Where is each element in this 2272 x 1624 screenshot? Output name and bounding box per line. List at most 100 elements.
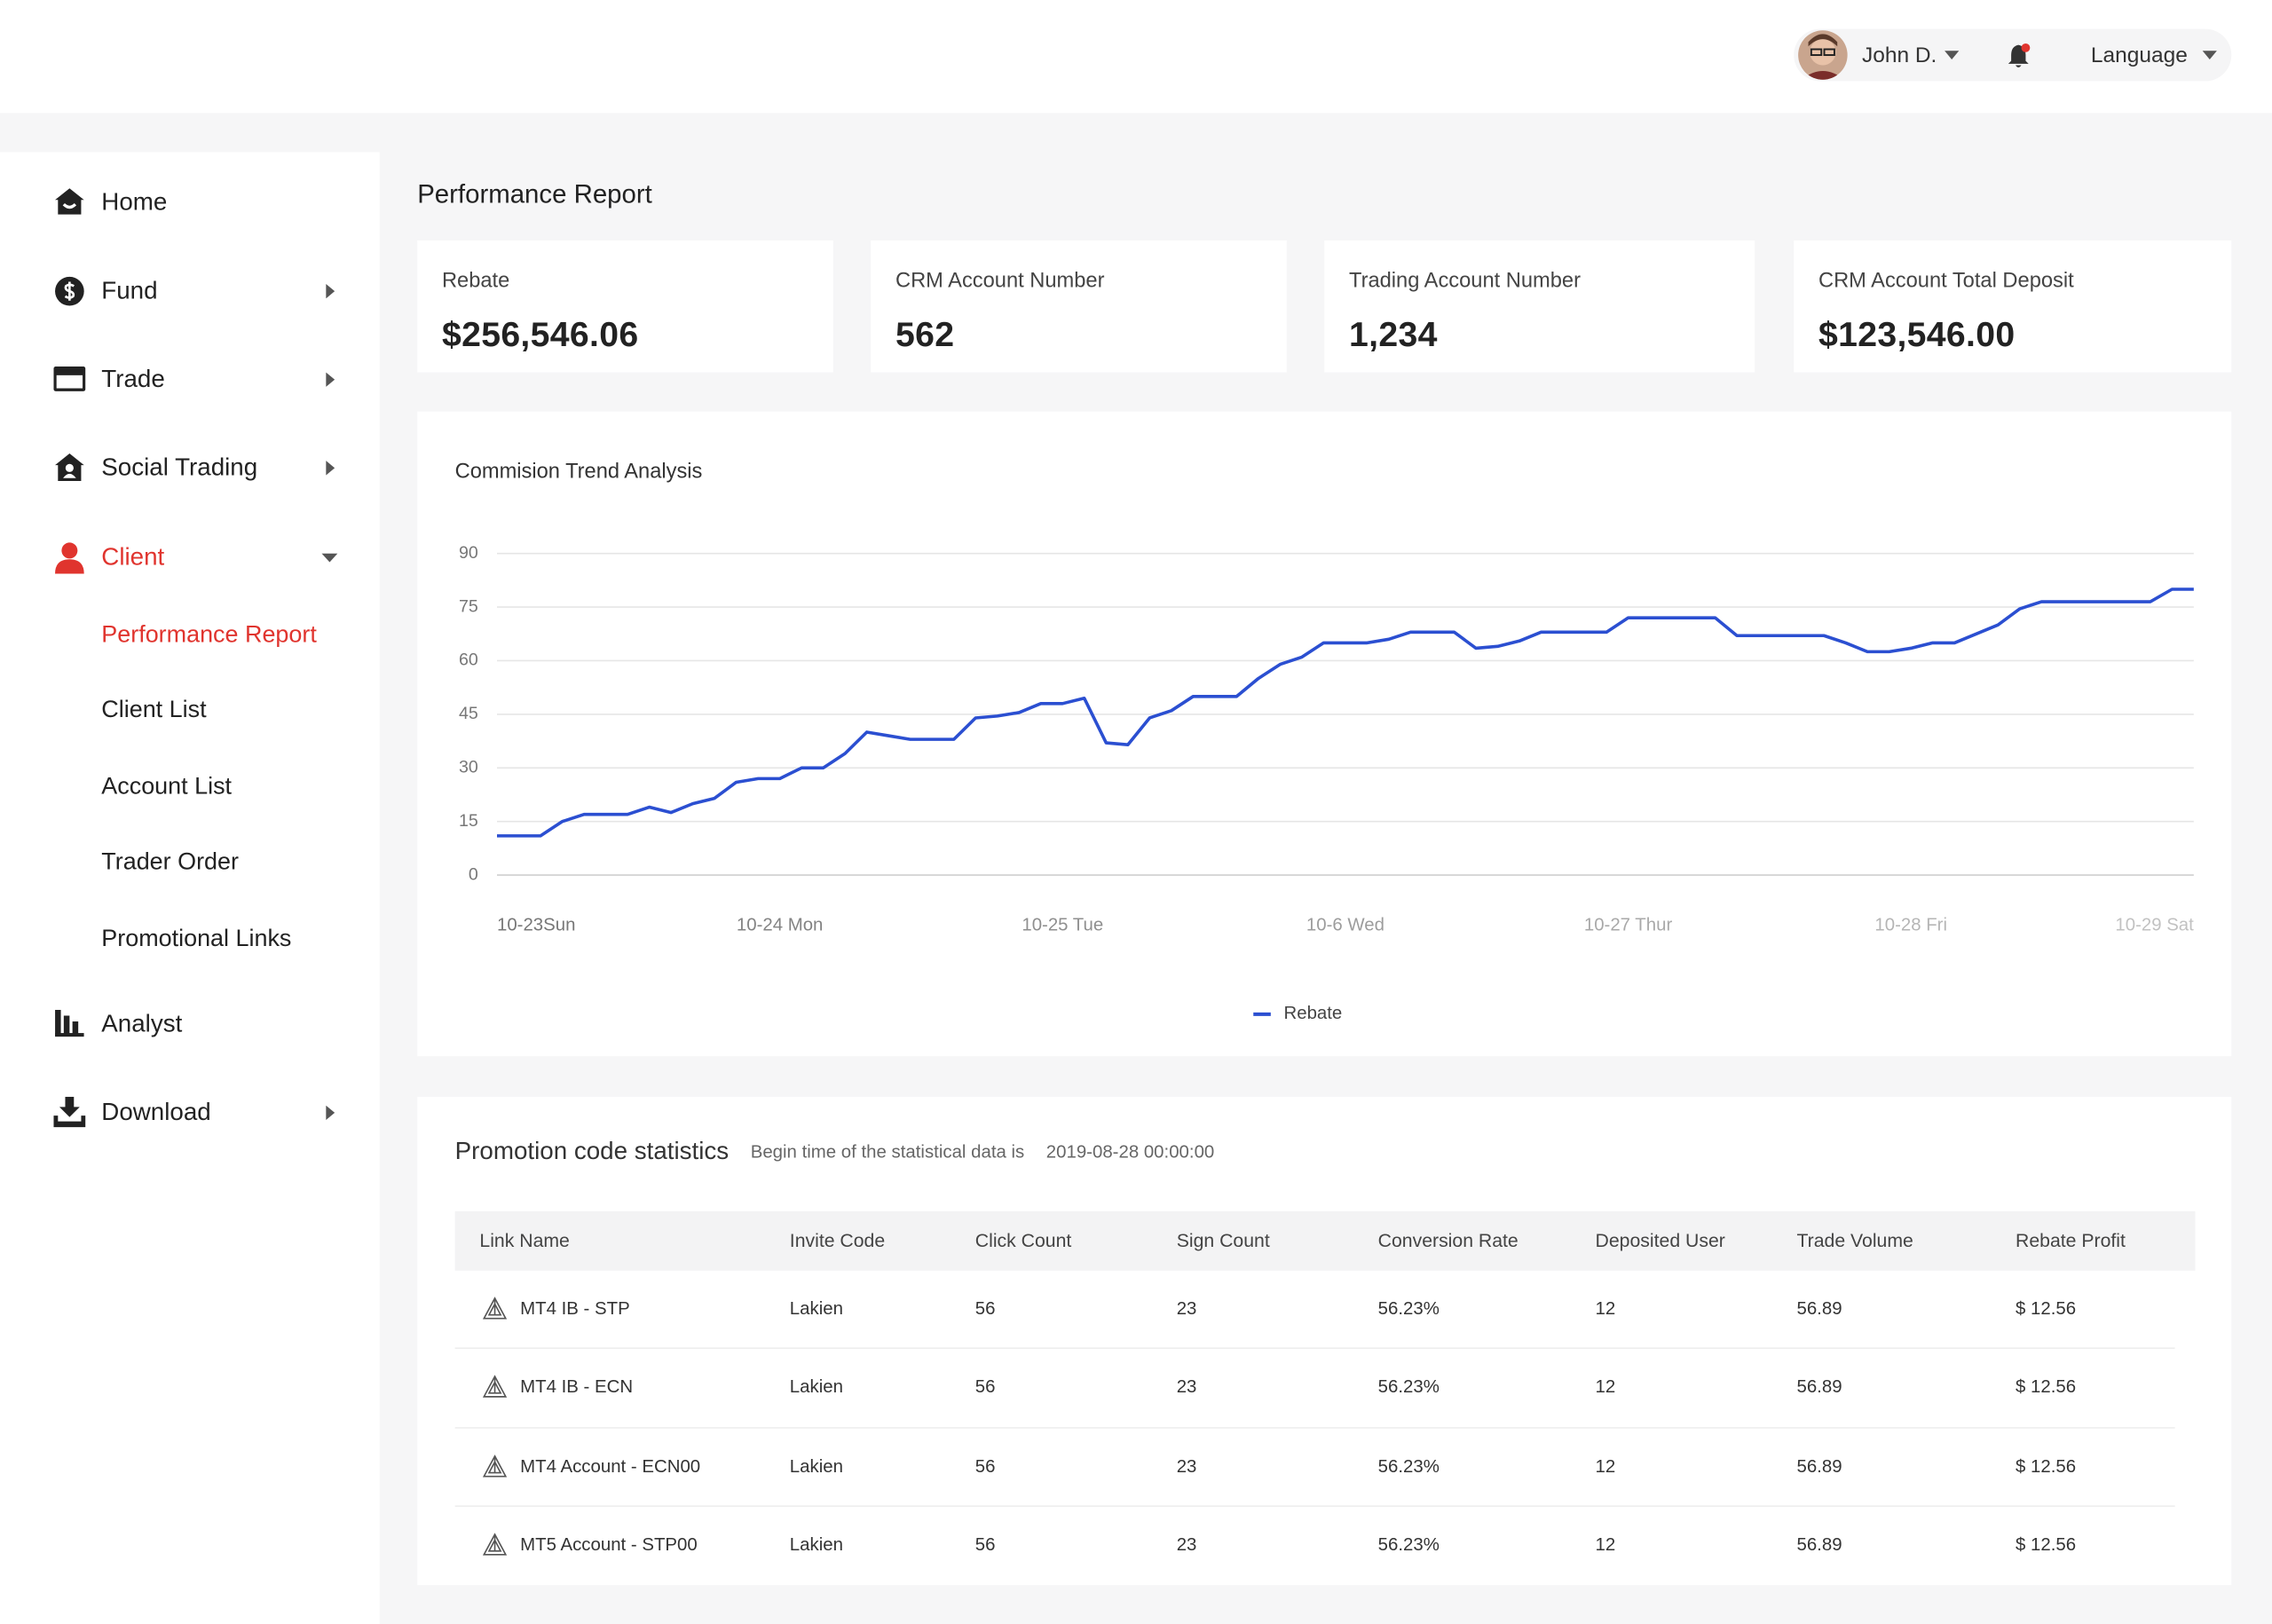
sub-nav-item[interactable]: Promotional Links bbox=[101, 926, 292, 952]
column-header: Link Name bbox=[479, 1229, 570, 1251]
caret bbox=[321, 553, 338, 563]
summary-card: Trading Account Number 1,234 bbox=[1324, 240, 1755, 373]
chart: Commision Trend Analysis 0 15 30 45 60 75 90 10… bbox=[455, 460, 2195, 1023]
nav-item[interactable]: Home bbox=[101, 188, 168, 217]
table-cell: 56.89 bbox=[1796, 1376, 1842, 1397]
card-label: CRM Account Number bbox=[895, 269, 1105, 293]
caret bbox=[2202, 51, 2217, 59]
link-icon bbox=[482, 1297, 508, 1320]
link-icon-shape bbox=[482, 1297, 508, 1320]
table-cell: 23 bbox=[1176, 1455, 1197, 1477]
card-value: $256,546.06 bbox=[441, 315, 639, 355]
table-cell: Lakien bbox=[789, 1297, 843, 1319]
table-cell: $ 12.56 bbox=[2016, 1297, 2077, 1319]
table-cell: 56.23% bbox=[1377, 1376, 1440, 1397]
begin-time: 2019-08-28 00:00:00 bbox=[1045, 1141, 1215, 1163]
table-cell: MT5 Account - STP00 bbox=[520, 1533, 698, 1555]
summary-card: CRM Account Number 562 bbox=[871, 240, 1287, 373]
link-icon bbox=[482, 1533, 508, 1556]
card-label: Rebate bbox=[441, 269, 510, 293]
table-cell: MT4 IB - ECN bbox=[520, 1376, 634, 1397]
y-tick-label: 90 bbox=[459, 543, 478, 563]
home-icon bbox=[55, 188, 84, 215]
sub-nav-item[interactable]: Account List bbox=[101, 773, 233, 800]
table-cell: 56 bbox=[974, 1455, 996, 1477]
link-icon-shape bbox=[482, 1533, 508, 1556]
x-tick-label: 10-6 Wed bbox=[1306, 916, 1384, 935]
table-cell: 56 bbox=[974, 1533, 996, 1555]
y-tick-label: 30 bbox=[459, 757, 478, 777]
table-cell: 23 bbox=[1176, 1376, 1197, 1397]
column-header: Click Count bbox=[974, 1229, 1072, 1251]
card-label: Trading Account Number bbox=[1348, 269, 1581, 293]
table-cell: 56.89 bbox=[1796, 1455, 1842, 1477]
table-cell: 12 bbox=[1595, 1297, 1616, 1319]
sub-nav-item[interactable]: Client List bbox=[101, 697, 207, 723]
nav-item[interactable]: Fund bbox=[101, 276, 158, 304]
table-cell: 12 bbox=[1595, 1455, 1616, 1477]
client-icon bbox=[55, 542, 84, 574]
column-header: Sign Count bbox=[1176, 1229, 1270, 1251]
bell-icon[interactable] bbox=[2007, 42, 2032, 69]
card-value: 1,234 bbox=[1348, 315, 1438, 355]
table-cell: 56.23% bbox=[1377, 1533, 1440, 1555]
language-menu[interactable]: Language bbox=[2090, 43, 2188, 68]
nav-item[interactable]: Analyst bbox=[101, 1009, 183, 1037]
table-cell: 56 bbox=[974, 1376, 996, 1397]
nav-item[interactable]: Download bbox=[101, 1098, 211, 1126]
social-trading-icon bbox=[55, 453, 84, 482]
table-cell: 56.89 bbox=[1796, 1533, 1842, 1555]
row-divider bbox=[454, 1347, 2175, 1349]
caret bbox=[1945, 51, 1960, 59]
table-subtitle: Begin time of the statistical data is bbox=[750, 1141, 1025, 1163]
table-cell: MT4 Account - ECN00 bbox=[520, 1455, 701, 1477]
arrow bbox=[326, 283, 335, 299]
x-tick-label: 10-28 Fri bbox=[1874, 916, 1947, 935]
table-cell: Lakien bbox=[789, 1376, 843, 1397]
x-tick-label: 10-24 Mon bbox=[737, 916, 823, 935]
download-icon bbox=[53, 1096, 86, 1128]
nav-item[interactable]: Trade bbox=[101, 365, 165, 393]
fund-icon bbox=[55, 276, 84, 306]
chart-card: Commision Trend Analysis 0 15 30 45 60 75 90 10… bbox=[417, 411, 2232, 1057]
table-cell: MT4 IB - STP bbox=[520, 1297, 630, 1319]
arrow bbox=[326, 1105, 335, 1121]
link-icon bbox=[482, 1375, 508, 1398]
trade-icon bbox=[53, 367, 86, 391]
x-tick-label: 10-29 Sat bbox=[2115, 916, 2194, 935]
table-cell: 23 bbox=[1176, 1533, 1197, 1555]
table-cell: $ 12.56 bbox=[2016, 1455, 2077, 1477]
x-tick-label: 10-23Sun bbox=[497, 916, 575, 935]
y-tick-label: 60 bbox=[459, 650, 478, 670]
arrow bbox=[326, 372, 335, 387]
table-cell: Lakien bbox=[789, 1533, 843, 1555]
legend-label: Rebate bbox=[1284, 1004, 1343, 1023]
x-tick-label: 10-27 Thur bbox=[1584, 916, 1673, 935]
nav-item[interactable]: Social Trading bbox=[101, 453, 258, 482]
link-icon-shape bbox=[482, 1455, 508, 1478]
nav-item-active[interactable]: Client bbox=[101, 543, 165, 572]
line-series bbox=[496, 587, 2194, 838]
row-divider bbox=[454, 1427, 2175, 1429]
table-cell: 56.23% bbox=[1377, 1455, 1440, 1477]
table-cell: 23 bbox=[1176, 1297, 1197, 1319]
table-title: Promotion code statistics bbox=[454, 1137, 730, 1165]
chart-title: Commision Trend Analysis bbox=[455, 460, 703, 483]
sub-nav-item-active[interactable]: Performance Report bbox=[101, 621, 317, 648]
column-header: Trade Volume bbox=[1796, 1229, 1913, 1251]
arrow bbox=[326, 461, 335, 476]
card-label: CRM Account Total Deposit bbox=[1818, 269, 2074, 293]
link-icon-shape bbox=[482, 1375, 508, 1398]
sub-nav-item[interactable]: Trader Order bbox=[101, 848, 239, 876]
table-cell: 56 bbox=[974, 1297, 996, 1319]
avatar[interactable] bbox=[1796, 29, 1849, 82]
user-name[interactable]: John D. bbox=[1861, 43, 1937, 68]
column-header: Conversion Rate bbox=[1377, 1229, 1519, 1251]
y-tick-label: 45 bbox=[459, 704, 478, 723]
column-header: Deposited User bbox=[1595, 1229, 1725, 1251]
table-cell: 12 bbox=[1595, 1376, 1616, 1397]
page-title: Performance Report bbox=[417, 179, 652, 209]
table-cell: 12 bbox=[1595, 1533, 1616, 1555]
table-cell: 56.89 bbox=[1796, 1297, 1842, 1319]
